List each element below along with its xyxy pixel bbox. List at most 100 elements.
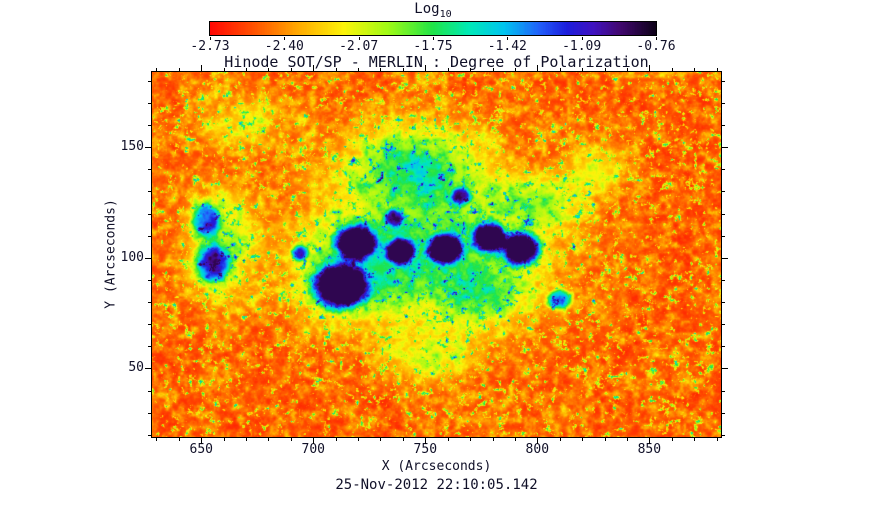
- axis-tick: [722, 346, 725, 347]
- axis-tick: [649, 438, 650, 444]
- axis-tick: [358, 68, 359, 71]
- x-axis-label: X (Arcseconds): [381, 459, 492, 474]
- axis-tick: [507, 37, 508, 40]
- axis-tick: [148, 169, 151, 170]
- colorbar-tick-label: -2.07: [339, 39, 379, 54]
- axis-tick: [722, 125, 725, 126]
- axis-tick: [358, 438, 359, 441]
- axis-tick: [722, 214, 725, 215]
- colorbar-gradient: [209, 21, 657, 36]
- axis-tick: [148, 280, 151, 281]
- axis-tick: [672, 438, 673, 441]
- axis-tick: [145, 147, 151, 148]
- colorbar-tick-label: -1.42: [487, 39, 527, 54]
- axis-tick: [148, 191, 151, 192]
- axis-tick: [672, 68, 673, 71]
- axis-tick: [722, 81, 725, 82]
- colorbar-title-subscript: 10: [439, 8, 452, 20]
- axis-tick: [148, 125, 151, 126]
- axis-tick: [291, 438, 292, 441]
- axis-tick: [717, 68, 718, 71]
- axis-tick: [537, 65, 538, 71]
- colorbar-title-base: Log: [414, 1, 440, 17]
- axis-tick: [722, 147, 728, 148]
- axis-tick: [722, 191, 725, 192]
- colorbar-tick-label: -2.73: [190, 39, 230, 54]
- axis-tick: [717, 438, 718, 441]
- axis-tick: [433, 37, 434, 40]
- axis-tick: [156, 68, 157, 71]
- axis-tick: [210, 37, 211, 40]
- axis-tick: [179, 438, 180, 441]
- axis-tick: [722, 302, 725, 303]
- axis-tick: [656, 37, 657, 40]
- axis-tick: [148, 302, 151, 303]
- axis-tick: [493, 68, 494, 71]
- x-tick-label: 850: [637, 442, 662, 457]
- axis-tick: [291, 68, 292, 71]
- axis-tick: [359, 37, 360, 40]
- axis-tick: [380, 438, 381, 441]
- axis-tick: [145, 258, 151, 259]
- axis-tick: [722, 236, 725, 237]
- axis-tick: [403, 68, 404, 71]
- plot-title: Hinode SOT/SP - MERLIN : Degree of Polar…: [224, 53, 649, 71]
- axis-tick: [380, 68, 381, 71]
- axis-tick: [148, 391, 151, 392]
- axis-tick: [582, 68, 583, 71]
- axis-tick: [246, 438, 247, 441]
- colorbar-tick-label: -2.40: [264, 39, 304, 54]
- axis-tick: [148, 214, 151, 215]
- axis-tick: [722, 435, 725, 436]
- axis-tick: [201, 65, 202, 71]
- axis-tick: [470, 68, 471, 71]
- axis-tick: [537, 438, 538, 444]
- axis-tick: [722, 103, 725, 104]
- axis-tick: [722, 413, 725, 414]
- axis-tick: [224, 68, 225, 71]
- y-tick-label: 50: [128, 360, 144, 376]
- heatmap-canvas: [152, 72, 721, 437]
- axis-tick: [560, 438, 561, 441]
- axis-tick: [179, 68, 180, 71]
- axis-tick: [694, 438, 695, 441]
- axis-tick: [493, 438, 494, 441]
- axis-tick: [515, 438, 516, 441]
- axis-tick: [582, 37, 583, 40]
- axis-tick: [694, 68, 695, 71]
- axis-tick: [145, 368, 151, 369]
- colorbar-tick-label: -0.76: [636, 39, 676, 54]
- x-tick-label: 700: [301, 442, 326, 457]
- axis-tick: [425, 438, 426, 444]
- axis-tick: [605, 68, 606, 71]
- axis-tick: [722, 324, 725, 325]
- x-tick-label: 750: [413, 442, 438, 457]
- axis-tick: [148, 324, 151, 325]
- axis-tick: [515, 68, 516, 71]
- colorbar-tick-label: -1.75: [413, 39, 453, 54]
- axis-tick: [156, 438, 157, 441]
- axis-tick: [722, 368, 728, 369]
- axis-tick: [448, 68, 449, 71]
- axis-tick: [722, 391, 725, 392]
- y-tick-label: 150: [120, 139, 144, 155]
- axis-tick: [649, 65, 650, 71]
- y-axis-label: Y (Arcseconds): [103, 199, 119, 309]
- axis-tick: [425, 65, 426, 71]
- axis-tick: [722, 258, 728, 259]
- axis-tick: [148, 103, 151, 104]
- axis-tick: [148, 81, 151, 82]
- axis-tick: [268, 438, 269, 441]
- axis-tick: [148, 435, 151, 436]
- axis-tick: [722, 169, 725, 170]
- y-tick-label: 100: [120, 249, 144, 265]
- axis-tick: [284, 37, 285, 40]
- axis-tick: [560, 68, 561, 71]
- axis-tick: [148, 413, 151, 414]
- axis-tick: [627, 438, 628, 441]
- colorbar-tick-label: -1.09: [562, 39, 602, 54]
- axis-tick: [582, 438, 583, 441]
- plot-area: [151, 71, 722, 438]
- axis-tick: [201, 438, 202, 444]
